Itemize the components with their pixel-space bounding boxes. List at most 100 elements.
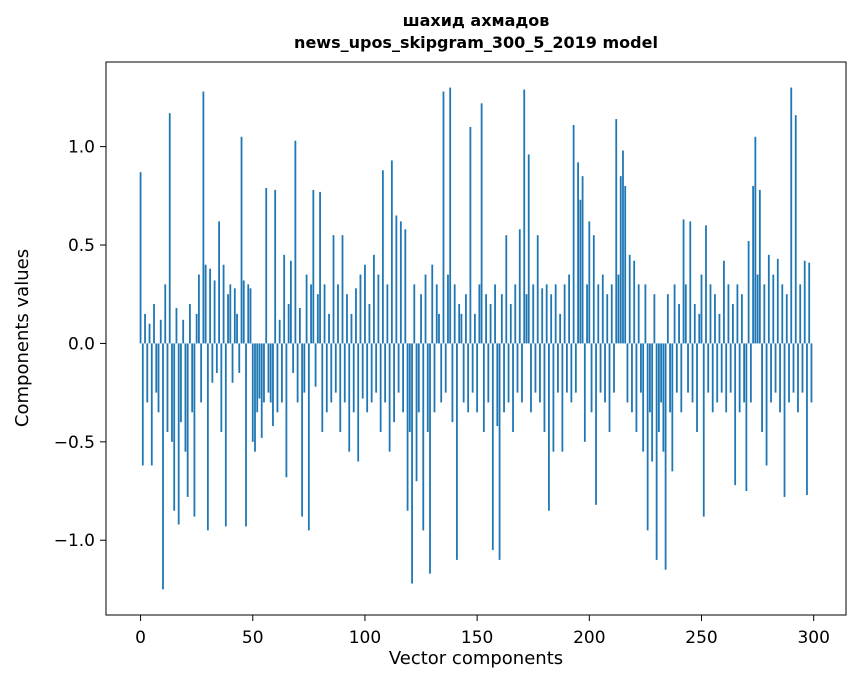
bar xyxy=(673,284,676,344)
bar xyxy=(343,343,346,403)
bar xyxy=(574,343,577,393)
bar xyxy=(462,343,465,403)
bar xyxy=(754,136,757,344)
bar xyxy=(224,343,227,527)
bar xyxy=(601,274,604,344)
bar xyxy=(256,343,259,413)
bar xyxy=(325,343,328,413)
bar xyxy=(792,343,795,393)
bar xyxy=(408,343,411,432)
bar xyxy=(691,343,694,403)
bar xyxy=(186,343,189,497)
bar xyxy=(482,343,485,432)
bar xyxy=(168,113,171,344)
bar xyxy=(709,284,712,344)
bar xyxy=(307,343,310,531)
bar xyxy=(417,343,420,413)
bar xyxy=(352,343,355,413)
bar xyxy=(177,343,180,525)
y-tick-label: −0.5 xyxy=(54,433,95,453)
bar xyxy=(705,225,707,344)
bar xyxy=(507,343,510,403)
bar xyxy=(545,284,548,344)
bar xyxy=(171,343,173,442)
bar xyxy=(512,343,514,432)
bar xyxy=(684,284,687,344)
bar xyxy=(707,343,710,393)
bar xyxy=(263,343,265,403)
bar xyxy=(521,343,523,403)
x-tick-label: 200 xyxy=(573,628,605,648)
bar xyxy=(765,343,768,466)
bar xyxy=(164,284,167,344)
bar xyxy=(141,343,144,466)
bar xyxy=(294,140,297,344)
bar xyxy=(292,343,295,373)
bar xyxy=(379,343,382,432)
bar xyxy=(211,343,214,383)
bar xyxy=(505,235,508,344)
bar xyxy=(467,343,470,413)
bar xyxy=(236,313,238,344)
bar xyxy=(516,343,519,393)
bar xyxy=(139,172,142,344)
bar xyxy=(312,189,315,344)
bar xyxy=(173,343,176,511)
bar xyxy=(431,264,434,344)
bar xyxy=(597,284,600,344)
bar xyxy=(671,343,674,472)
bar xyxy=(388,343,391,452)
bar xyxy=(319,191,321,344)
bar xyxy=(175,308,178,344)
bar xyxy=(548,343,550,511)
bar xyxy=(191,343,194,413)
bar xyxy=(640,343,642,393)
bar xyxy=(258,343,261,399)
bar xyxy=(359,274,362,344)
bar xyxy=(588,221,591,344)
bar xyxy=(433,343,436,413)
bar xyxy=(487,343,490,403)
bar xyxy=(557,343,559,393)
bar xyxy=(162,343,164,590)
bar xyxy=(209,268,212,344)
bar xyxy=(480,103,483,344)
bar xyxy=(274,189,277,344)
bar xyxy=(761,343,763,432)
bar xyxy=(399,221,402,344)
bar xyxy=(496,343,499,427)
bar xyxy=(651,343,654,462)
bar xyxy=(444,343,447,393)
bar xyxy=(714,294,716,344)
bar xyxy=(440,343,443,403)
bar xyxy=(770,343,772,403)
bar xyxy=(646,343,649,531)
bar xyxy=(458,304,461,344)
bar xyxy=(725,343,728,413)
bar xyxy=(272,343,274,427)
bar xyxy=(166,343,169,432)
x-tick-label: 100 xyxy=(349,628,381,648)
bar xyxy=(592,235,595,344)
bar xyxy=(361,343,364,399)
bar xyxy=(653,294,656,344)
bar xyxy=(727,284,730,344)
bar xyxy=(330,343,333,403)
bar xyxy=(563,284,566,344)
bar xyxy=(758,189,761,344)
bar xyxy=(204,264,207,344)
bar xyxy=(523,89,526,344)
bar xyxy=(561,343,564,452)
bar xyxy=(767,254,770,344)
bar xyxy=(610,284,613,344)
bar xyxy=(422,343,425,531)
bar xyxy=(494,284,496,344)
bar xyxy=(810,343,813,403)
bar xyxy=(687,343,689,393)
bar xyxy=(781,284,784,344)
bar xyxy=(476,343,479,413)
bar xyxy=(649,343,651,413)
bar xyxy=(184,343,187,452)
bar xyxy=(662,343,665,452)
bar xyxy=(460,313,463,344)
